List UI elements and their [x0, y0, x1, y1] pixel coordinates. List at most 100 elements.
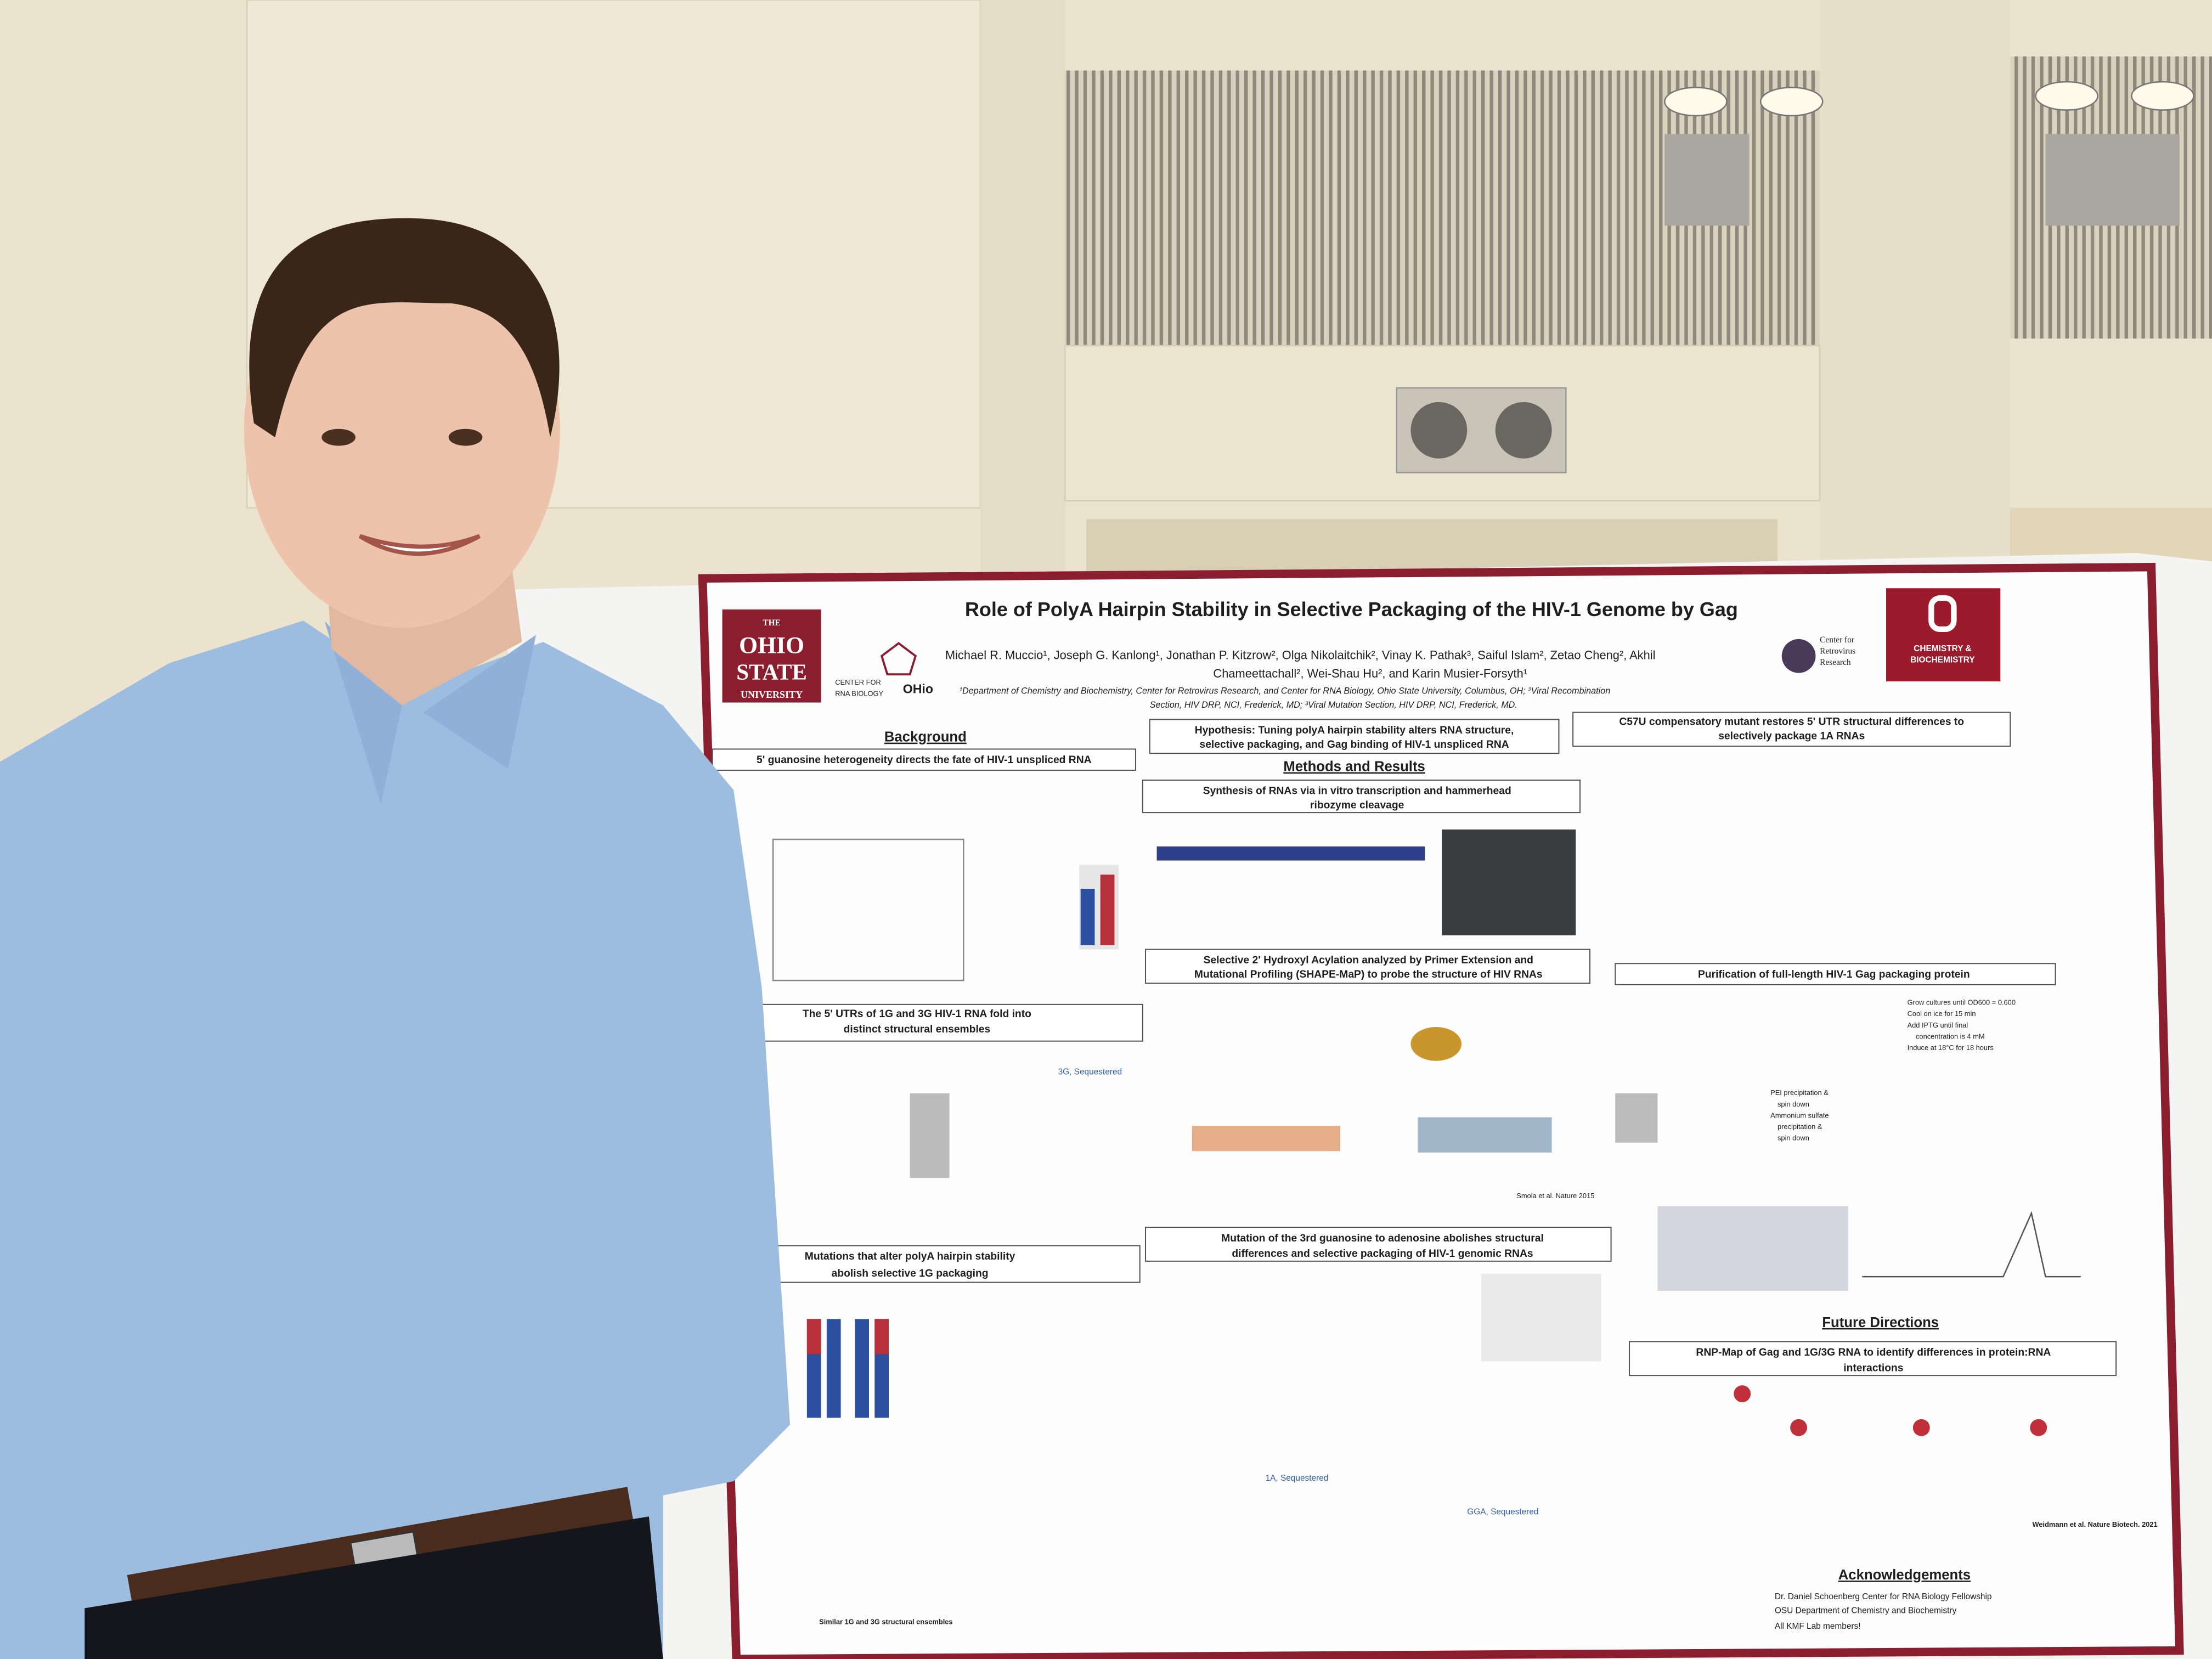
- figure-label: GGA, Sequestered: [1467, 1508, 1538, 1517]
- light: [1664, 87, 1728, 117]
- panel-title: selectively package 1A RNAs: [1718, 730, 1865, 742]
- figure: [855, 1319, 869, 1418]
- figure: [1615, 1093, 1658, 1143]
- section-heading: Background: [884, 730, 967, 745]
- osu-logo: [722, 609, 821, 703]
- figure: [1156, 846, 1425, 861]
- panel-header: [1572, 712, 2011, 747]
- figure: [874, 1319, 889, 1355]
- panel-header: [1142, 779, 1581, 814]
- pillar: [980, 0, 1065, 592]
- authors: Michael R. Muccio¹, Joseph G. Kanlong¹, …: [945, 648, 1656, 662]
- section-heading: Future Directions: [1822, 1315, 1939, 1330]
- logo-text: UNIVERSITY: [741, 689, 803, 700]
- rna-logo: [880, 642, 917, 676]
- figure: [826, 1319, 841, 1418]
- step: Grow cultures until OD600 = 0.600: [1908, 998, 2016, 1007]
- section-heading: Acknowledgements: [1838, 1567, 1971, 1583]
- light: [1759, 87, 1824, 117]
- logo-text: Research: [1820, 658, 1851, 667]
- panel-header: [1149, 719, 1560, 754]
- logo-text: BIOCHEMISTRY: [1910, 656, 1975, 665]
- logo-text: Retrovirus: [1820, 647, 1855, 656]
- panel-header: [1628, 1341, 2117, 1376]
- figure-label: 1A, Sequestered: [1266, 1474, 1329, 1483]
- panel-title: Purification of full-length HIV-1 Gag pa…: [1698, 969, 1970, 980]
- step: Induce at 18°C for 18 hours: [1908, 1043, 1994, 1052]
- eye: [448, 428, 483, 446]
- panel-title: ribozyme cleavage: [1310, 799, 1404, 811]
- step: Add IPTG until final: [1908, 1021, 1968, 1029]
- panel-header: [1615, 963, 2056, 985]
- logo-text: STATE: [736, 659, 807, 685]
- chem-logo: [1886, 588, 2001, 681]
- logo-text: Center for: [1820, 635, 1854, 645]
- logo-text: OHIO: [739, 632, 804, 658]
- hypothesis: Hypothesis: Tuning polyA hairpin stabili…: [1195, 725, 1514, 736]
- panel-title: 5' guanosine heterogeneity directs the f…: [757, 754, 1092, 766]
- figure: [806, 1319, 821, 1355]
- figure: [1192, 1126, 1340, 1152]
- affiliation: Section, HIV DRP, NCI, Frederick, MD; ³V…: [1150, 700, 1517, 710]
- figure: [1100, 874, 1115, 945]
- shirt: [0, 620, 790, 1659]
- pants: [84, 1516, 663, 1659]
- acknowledgement: OSU Department of Chemistry and Biochemi…: [1775, 1606, 1957, 1616]
- panel-title: Selective 2' Hydroxyl Acylation analyzed…: [1204, 955, 1533, 966]
- logo-text: RNA BIOLOGY: [835, 690, 883, 698]
- section-heading: Methods and Results: [1283, 759, 1425, 775]
- logo-text: THE: [763, 618, 781, 628]
- light-fixture: [1664, 134, 1750, 226]
- gel: [910, 1093, 950, 1178]
- pillar: [1820, 0, 2011, 565]
- figure: [1862, 1211, 2081, 1278]
- step: precipitation &: [1778, 1122, 1822, 1131]
- collar: [324, 620, 537, 804]
- step: Ammonium sulfate: [1770, 1111, 1829, 1119]
- panel-title: differences and selective packaging of H…: [1232, 1248, 1533, 1260]
- affiliation: ¹Department of Chemistry and Biochemistr…: [960, 686, 1611, 696]
- step: concentration is 4 mM: [1916, 1032, 1985, 1040]
- logo-text: OHio: [903, 682, 933, 696]
- panel-title: Mutations that alter polyA hairpin stabi…: [805, 1251, 1015, 1262]
- panel-header: [761, 1245, 1141, 1283]
- gel-image: [1442, 830, 1576, 935]
- panel-title: C57U compensatory mutant restores 5' UTR…: [1619, 716, 1964, 728]
- step: Cool on ice for 15 min: [1908, 1009, 1976, 1018]
- chem-logo-o: [1928, 595, 1957, 632]
- authors: Chameettachall², Wei-Shau Hu², and Karin…: [1213, 667, 1527, 680]
- smile: [358, 534, 481, 556]
- panel-title: Mutation of the 3rd guanosine to adenosi…: [1221, 1233, 1544, 1244]
- gel-image: [1657, 1206, 1848, 1291]
- acknowledgement: All KMF Lab members!: [1775, 1622, 1861, 1631]
- figure: [1410, 1027, 1462, 1061]
- panel-title: Synthesis of RNAs via in vitro transcrip…: [1203, 786, 1511, 797]
- retrovirus-logo: [1781, 639, 1816, 673]
- citation: Smola et al. Nature 2015: [1516, 1192, 1594, 1200]
- hypothesis: selective packaging, and Gag binding of …: [1199, 739, 1509, 751]
- figure-label: Similar 1G and 3G structural ensembles: [819, 1618, 952, 1626]
- citation: Weidmann et al. Nature Biotech. 2021: [2032, 1520, 2157, 1528]
- step: spin down: [1778, 1134, 1809, 1142]
- panel-title: Mutational Profiling (SHAPE-MaP) to prob…: [1194, 969, 1543, 980]
- step: PEI precipitation &: [1770, 1088, 1829, 1097]
- panel-title: distinct structural ensembles: [844, 1024, 991, 1035]
- panel-header: [1144, 949, 1591, 984]
- logo-text: CHEMISTRY &: [1914, 644, 1971, 653]
- step: spin down: [1778, 1100, 1809, 1108]
- figure: [2030, 1419, 2047, 1436]
- figure: [1481, 1274, 1601, 1362]
- panel-title: The 5' UTRs of 1G and 3G HIV-1 RNA fold …: [803, 1008, 1031, 1020]
- figure-label: 3G, Sequestered: [1058, 1067, 1122, 1076]
- panel-title: RNP-Map of Gag and 1G/3G RNA to identify…: [1696, 1347, 2051, 1358]
- figure: [1418, 1117, 1552, 1153]
- eye: [321, 428, 356, 446]
- speaker-hole: [1495, 402, 1552, 459]
- panel-title: interactions: [1843, 1362, 1903, 1374]
- speaker-hole: [1410, 402, 1468, 459]
- panel-header: [712, 748, 1137, 771]
- panel-title: abolish selective 1G packaging: [832, 1268, 989, 1279]
